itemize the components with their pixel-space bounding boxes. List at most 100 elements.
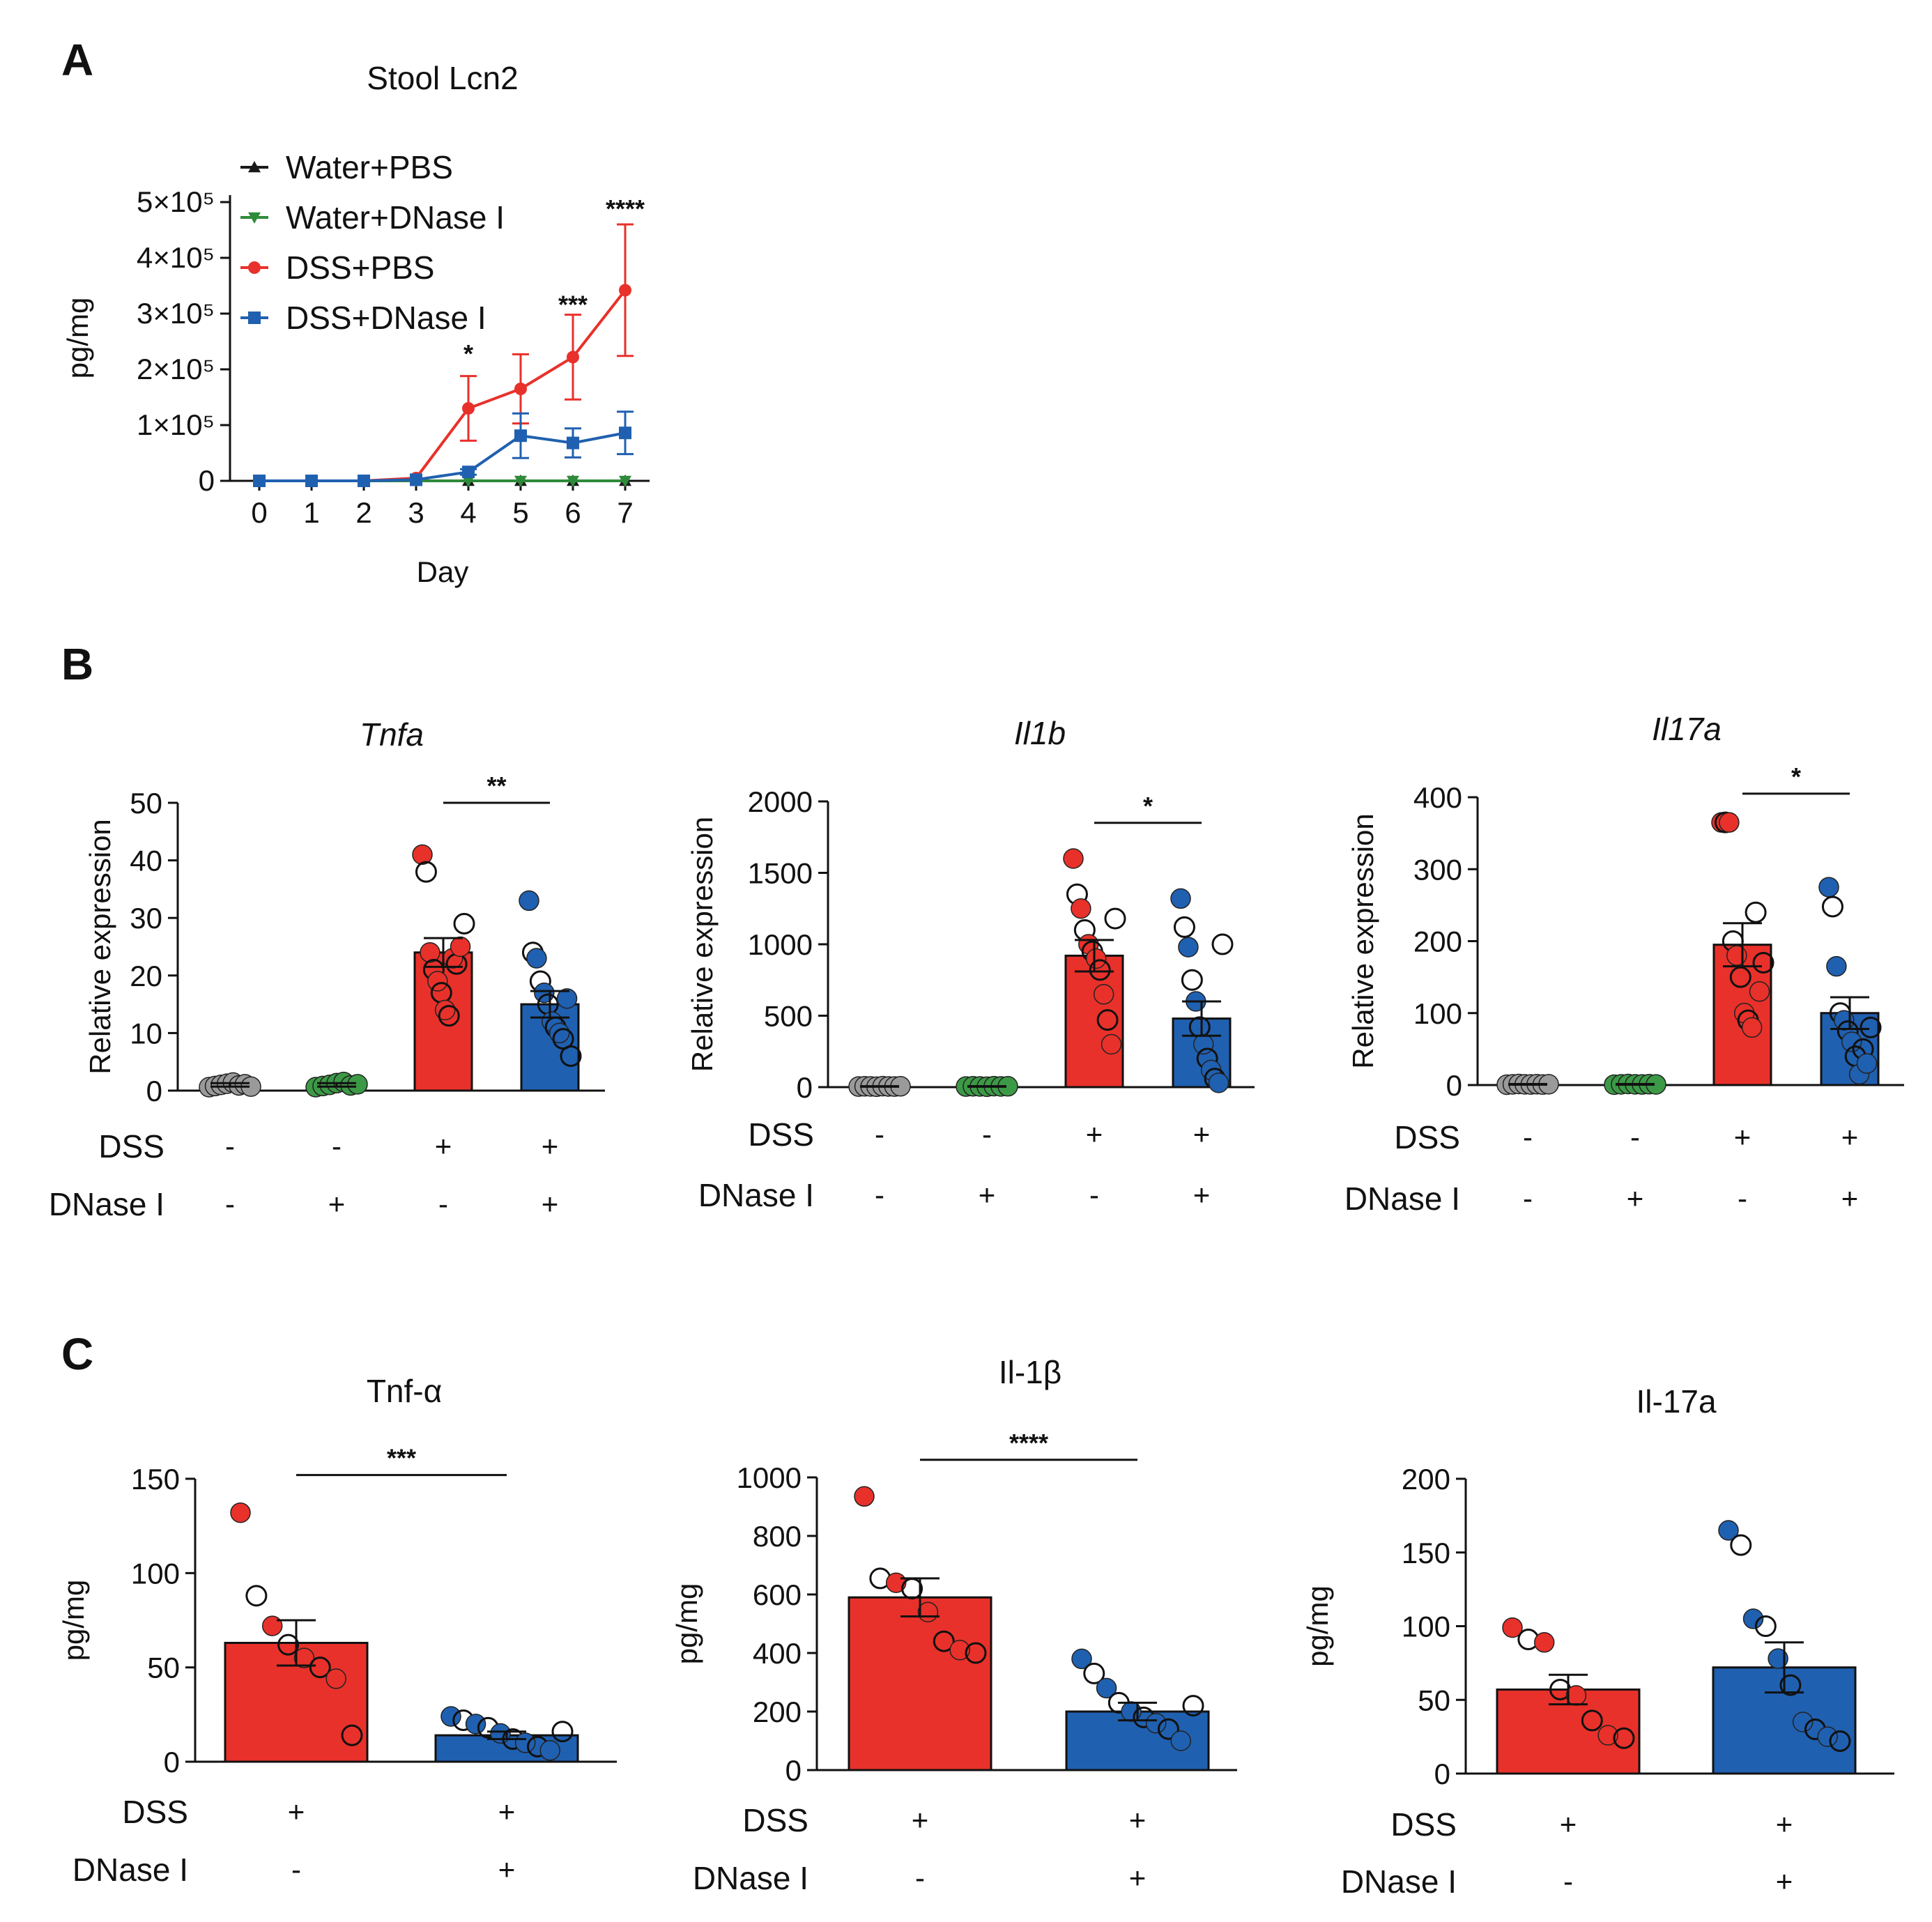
row-label-dnase: DNase I [72,1852,188,1888]
y-tick-label: 30 [130,902,162,935]
dss-sign: + [498,1795,516,1828]
y-tick-label: 100 [1402,1610,1450,1643]
data-point [1502,1617,1523,1638]
data-point [514,383,527,395]
data-point [462,466,475,479]
data-point [933,1630,955,1652]
group-2: -+ [305,1071,368,1220]
data-point [1821,895,1843,918]
data-point [341,1724,363,1746]
dnase-sign: + [979,1178,996,1211]
data-point [539,1740,560,1761]
data-point [1104,907,1126,930]
y-tick-label: 4×10⁵ [137,241,215,274]
data-point [438,1005,460,1027]
data-point [1779,1674,1802,1696]
data-point [410,473,422,486]
dss-sign: + [912,1804,929,1836]
dss-sign: + [1734,1121,1751,1153]
group-1: +- [224,1502,369,1886]
dss-sign: - [1523,1121,1533,1153]
data-point [453,912,475,935]
data-point [567,475,579,487]
series-line [259,431,626,482]
bar [1064,954,1124,1089]
data-point [1182,1695,1204,1717]
group-3: +- [412,844,475,1220]
data-point [462,402,475,415]
x-tick-label: 5 [512,496,528,529]
data-point [1730,1534,1752,1556]
group-1: -- [199,1072,261,1220]
data-point [1533,1632,1555,1653]
y-tick-label: 1500 [748,857,813,890]
y-tick-label: 3×10⁵ [137,297,215,330]
data-point [1096,1677,1117,1699]
data-point [305,475,318,487]
significance-marker: **** [606,194,645,223]
dnase-sign: - [291,1853,301,1886]
data-point [427,971,448,992]
y-tick-label: 150 [1402,1537,1450,1569]
y-tick-label: 2000 [748,785,813,818]
data-point [534,982,555,1004]
y-tick-label: 0 [164,1746,180,1778]
dnase-sign: - [1563,1865,1573,1898]
data-point [415,861,437,883]
y-tick-label: 400 [1413,781,1462,814]
data-point [1178,937,1199,958]
group-3: +- [1711,811,1774,1215]
data-point [1145,1713,1167,1734]
data-point [1193,1033,1214,1055]
data-point [1856,1053,1878,1074]
data-point [854,1486,875,1507]
legend-marker [248,261,261,274]
dnase-sign: + [1841,1182,1859,1215]
significance-marker: *** [558,291,588,319]
data-point [1157,1718,1179,1740]
data-point [1089,959,1111,981]
data-point [1841,1031,1862,1052]
y-tick-label: 1000 [748,928,813,961]
data-point [619,426,631,440]
row-label-dss: DSS [1394,1119,1460,1155]
data-point [1093,984,1114,1005]
data-point [1818,877,1839,898]
panel-label-a: A [61,35,93,85]
x-axis-label: Day [417,555,469,588]
legend-item-dss-dnase-i: DSS+DNase I [240,300,486,336]
data-point [519,890,539,912]
dss-sign: - [982,1118,992,1151]
y-tick-label: 0 [1446,1069,1462,1102]
data-point [1726,945,1747,966]
data-point [551,1721,574,1743]
x-tick-label: 6 [565,496,581,529]
dss-sign: - [225,1130,235,1162]
y-axis-label: pg/mg [670,1583,703,1665]
y-tick-label: 50 [147,1652,180,1684]
dnase-sign: - [1738,1182,1747,1215]
group-2: ++ [434,1706,579,1886]
group-1: +- [848,1486,992,1894]
y-tick-label: 200 [1402,1463,1450,1496]
y-tick-label: 400 [753,1637,802,1670]
data-point [567,351,579,364]
data-point [309,1656,331,1679]
data-point [1741,1017,1763,1038]
y-tick-label: 200 [753,1696,802,1728]
row-label-dss: DSS [1390,1806,1457,1843]
group-4: ++ [1818,877,1882,1215]
y-tick-label: 1000 [737,1461,802,1494]
chart-title: Tnfa [360,716,424,753]
y-axis-label: pg/mg [1301,1585,1334,1667]
data-point [1768,1648,1788,1669]
data-point [556,988,578,1009]
data-point [1208,1073,1229,1093]
dnase-sign: - [438,1187,448,1220]
data-point [567,436,579,449]
y-tick-label: 50 [1418,1684,1450,1716]
y-tick-label: 0 [785,1754,802,1787]
dss-sign: + [542,1130,559,1162]
dnase-sign: + [1193,1178,1211,1211]
row-label-dnase: DNase I [698,1177,814,1213]
